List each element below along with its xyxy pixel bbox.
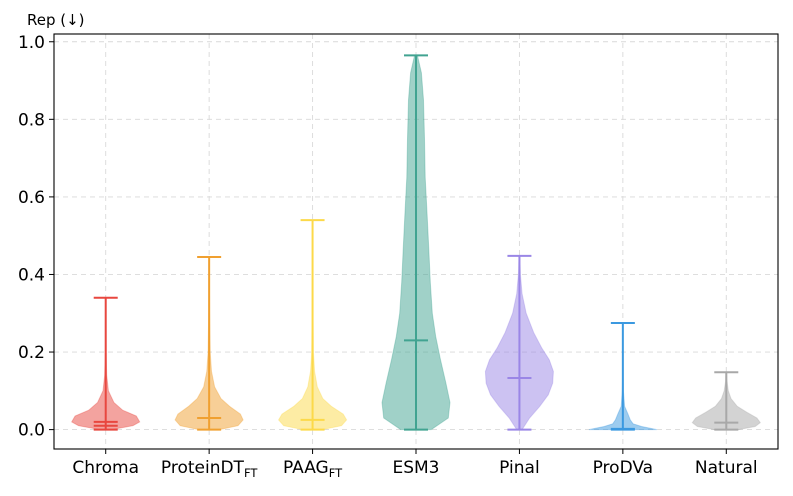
violin-proteindt — [174, 256, 244, 431]
violin-natural — [691, 371, 761, 431]
violin-chroma — [71, 296, 141, 431]
x-tick-label: ProteinDTFT — [161, 458, 258, 480]
x-tick-label: Natural — [695, 458, 758, 478]
x-tick-label: Pinal — [499, 458, 540, 478]
y-tick-label: 0.2 — [18, 343, 45, 363]
x-axis-labels: Chroma ProteinDTFT PAAGFT ESM3 Pinal ProDVa Na… — [72, 449, 758, 480]
violin-prodva — [588, 321, 657, 431]
violins — [71, 54, 761, 431]
x-tick-label: PAAGFT — [283, 458, 343, 480]
violin-pinal — [484, 254, 554, 431]
y-tick-label: 1.0 — [18, 33, 45, 53]
x-tick-label: ProDVa — [593, 458, 654, 478]
violin-paag — [277, 219, 348, 431]
y-tick-label: 0.0 — [18, 421, 45, 441]
y-tick-label: 0.6 — [18, 188, 45, 208]
y-axis-label: Rep (↓) — [27, 11, 85, 29]
x-tick-label: Chroma — [72, 458, 139, 478]
violin-esm3 — [381, 54, 451, 431]
x-tick-label: ESM3 — [392, 458, 439, 478]
y-tick-label: 0.8 — [18, 110, 45, 130]
y-axis-ticks: 0.0 0.2 0.4 0.6 0.8 1.0 — [18, 33, 54, 441]
y-tick-label: 0.4 — [18, 265, 45, 285]
